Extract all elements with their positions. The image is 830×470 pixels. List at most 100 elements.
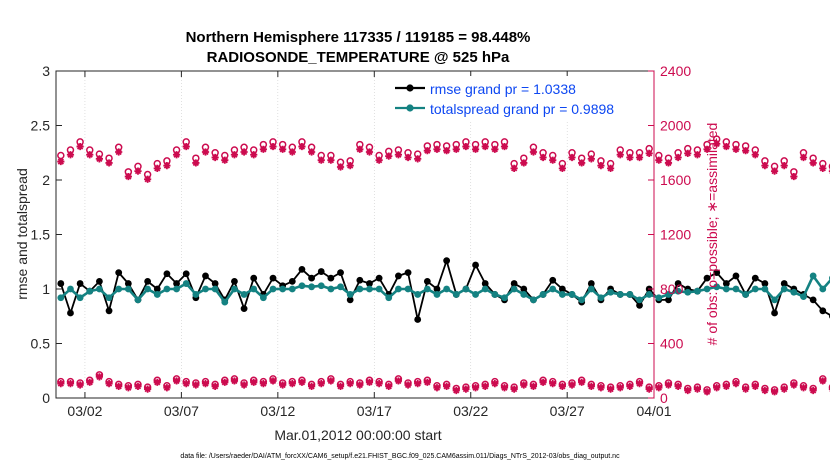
point-obs_assimilated [86, 151, 94, 159]
point-rmse [67, 309, 74, 317]
point-obs_assimilated [394, 151, 403, 159]
y-axis-left-label: rmse and totalspread [14, 168, 30, 300]
point-obs_assimilated_low [240, 381, 248, 389]
point-totalspread [761, 285, 769, 293]
point-obs_assimilated [76, 142, 84, 151]
point-rmse [587, 280, 595, 287]
point-rmse [751, 274, 759, 282]
point-totalspread [597, 294, 605, 302]
point-obs_assimilated [578, 159, 586, 167]
point-totalspread [809, 272, 817, 280]
point-obs_assimilated [616, 151, 624, 159]
point-obs_assimilated_low [288, 380, 296, 388]
point-rmse [472, 261, 479, 269]
point-obs_possible [57, 151, 65, 160]
point-totalspread [259, 294, 267, 302]
point-obs_assimilated [356, 145, 364, 153]
x-tick-label: 03/02 [67, 403, 102, 419]
point-totalspread [221, 298, 229, 306]
point-totalspread [395, 285, 402, 293]
point-obs_assimilated_low [404, 381, 412, 389]
point-totalspread [375, 285, 383, 293]
point-obs_assimilated [819, 164, 827, 172]
point-obs_assimilated [597, 162, 605, 170]
point-totalspread [780, 285, 788, 293]
point-obs_assimilated_low [443, 382, 451, 390]
legend-totalspread-label: totalspread grand pr = 0.9898 [430, 101, 614, 117]
point-totalspread [211, 285, 219, 293]
point-totalspread [317, 282, 325, 290]
point-rmse [732, 272, 740, 280]
point-totalspread [250, 285, 258, 293]
point-totalspread [645, 291, 653, 298]
point-rmse [211, 280, 219, 287]
point-obs_assimilated_low [481, 382, 489, 390]
point-obs_assimilated [124, 172, 132, 181]
axes: 03/02 03/07 03/12 03/17 03/22 03/27 04/0100.51… [31, 63, 692, 419]
point-rmse [819, 307, 827, 315]
point-obs_assimilated [558, 164, 566, 172]
x-tick-label: 03/12 [260, 403, 295, 419]
footer-datafile: data file: /Users/raeder/DAI/ATM_forcXX/… [180, 453, 620, 460]
point-totalspread [539, 291, 547, 298]
point-totalspread [568, 291, 576, 298]
point-totalspread [337, 283, 344, 291]
y-right-tick-label: 2000 [660, 118, 691, 134]
point-obs_assimilated_low [529, 382, 538, 390]
point-rmse [269, 274, 277, 282]
point-totalspread [202, 285, 209, 293]
chart-title-line2: RADIOSONDE_TEMPERATURE @ 525 hPa [207, 49, 510, 66]
point-obs_assimilated_low [790, 381, 798, 389]
point-obs_assimilated [288, 148, 296, 156]
point-totalspread [751, 285, 759, 293]
point-totalspread [472, 291, 479, 298]
point-totalspread [423, 285, 431, 293]
point-rmse [771, 309, 778, 317]
point-rmse [317, 268, 325, 275]
point-obs_assimilated_low [471, 384, 480, 392]
point-obs_assimilated_low [616, 384, 624, 392]
point-obs_assimilated_low [520, 381, 528, 389]
point-obs_assimilated [635, 153, 644, 162]
point-totalspread [722, 285, 730, 293]
point-obs_assimilated [259, 145, 267, 153]
point-obs_assimilated_low [298, 378, 306, 386]
point-obs_assimilated [732, 145, 740, 153]
point-rmse [433, 285, 441, 293]
point-obs_assimilated [385, 152, 393, 160]
point-totalspread [279, 285, 287, 293]
point-totalspread [153, 291, 161, 298]
point-obs_assimilated_low [655, 384, 663, 392]
point-totalspread [105, 294, 113, 302]
point-obs_assimilated_low [163, 384, 171, 392]
point-obs_assimilated_low [500, 384, 509, 392]
point-rmse [510, 280, 518, 287]
point-rmse [674, 280, 682, 287]
x-axis-label: Mar.01,2012 00:00:00 start [274, 427, 441, 443]
point-totalspread [558, 291, 566, 298]
point-obs_assimilated_low [124, 384, 132, 392]
point-obs_assimilated [491, 145, 499, 153]
point-obs_assimilated_low [115, 382, 123, 390]
point-rmse [722, 280, 730, 287]
point-obs_assimilated [375, 156, 383, 164]
point-obs_assimilated [645, 149, 653, 157]
point-obs_assimilated [674, 153, 682, 162]
point-obs_assimilated [713, 140, 721, 148]
point-obs_assimilated [443, 147, 451, 155]
point-obs_assimilated_low [761, 386, 769, 395]
point-obs_assimilated [95, 155, 104, 163]
point-totalspread [269, 285, 277, 293]
point-obs_assimilated_low [722, 382, 730, 390]
point-obs_assimilated [279, 145, 287, 153]
y-right-tick-label: 800 [660, 281, 684, 297]
point-rmse [346, 296, 354, 304]
point-rmse [395, 272, 402, 280]
point-obs_assimilated_low [76, 381, 84, 389]
point-totalspread [607, 288, 614, 296]
point-totalspread [501, 294, 508, 302]
point-totalspread [520, 291, 528, 298]
point-rmse [124, 280, 132, 287]
y-right-tick-label: 400 [660, 336, 684, 352]
point-totalspread [665, 291, 672, 298]
